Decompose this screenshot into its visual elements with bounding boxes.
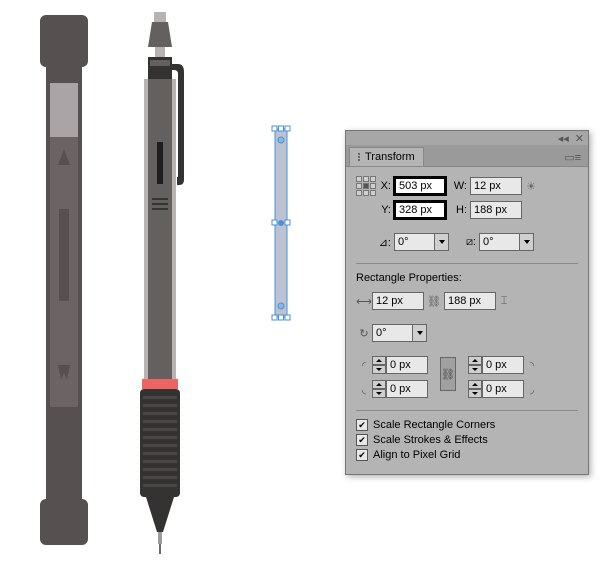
panel-menu-icon[interactable]: ▭≡ xyxy=(561,149,584,166)
width-icon: ⟷ xyxy=(356,295,372,308)
input-corner-bl[interactable] xyxy=(372,380,428,398)
input-shear[interactable] xyxy=(479,233,534,251)
input-x[interactable] xyxy=(394,177,446,195)
input-corner-tr[interactable] xyxy=(468,356,524,374)
corner-br-icon: ◞ xyxy=(524,383,540,396)
link-wh-icon[interactable]: ⛓ xyxy=(424,295,444,308)
chevron-down-icon[interactable] xyxy=(412,324,427,342)
checkbox-scale-strokes[interactable]: ✔Scale Strokes & Effects xyxy=(356,434,578,446)
panel-tabs: Transform ▭≡ xyxy=(346,145,588,167)
reference-point-grid[interactable] xyxy=(356,176,376,196)
close-icon[interactable]: ✕ xyxy=(575,132,584,145)
label-angle: ⊿: xyxy=(356,236,394,249)
corner-tr-icon: ◝ xyxy=(524,359,540,372)
corner-bl-icon: ◟ xyxy=(356,383,372,396)
panel-titlebar: ◂◂ ✕ xyxy=(346,131,588,145)
constrain-icon[interactable]: ☀ xyxy=(522,180,540,193)
corner-tl-icon: ◜ xyxy=(356,359,372,372)
label-h: H: xyxy=(446,204,470,216)
chevron-down-icon[interactable] xyxy=(519,233,534,251)
input-h[interactable] xyxy=(470,201,522,219)
input-w[interactable] xyxy=(470,177,522,195)
pencil-illustration xyxy=(128,12,198,557)
tab-transform[interactable]: Transform xyxy=(349,147,424,166)
input-rect-h[interactable] xyxy=(444,292,496,310)
input-angle[interactable] xyxy=(394,233,449,251)
label-x: X: xyxy=(376,180,394,192)
rotate-icon: ↻ xyxy=(356,327,372,340)
label-shear: ⧄: xyxy=(449,236,479,249)
input-corner-tl[interactable] xyxy=(372,356,428,374)
label-w: W: xyxy=(446,180,470,192)
canvas: ◂◂ ✕ Transform ▭≡ X: W: ☀ Y: xyxy=(0,0,600,576)
input-rect-angle[interactable] xyxy=(372,324,427,342)
selected-shape[interactable] xyxy=(265,120,297,326)
height-icon: ⌶ xyxy=(496,295,512,308)
input-corner-br[interactable] xyxy=(468,380,524,398)
input-rect-w[interactable] xyxy=(372,292,424,310)
collapse-icon[interactable]: ◂◂ xyxy=(558,132,569,145)
chevron-down-icon[interactable] xyxy=(434,233,449,251)
checkbox-scale-corners[interactable]: ✔Scale Rectangle Corners xyxy=(356,419,578,431)
transform-panel: ◂◂ ✕ Transform ▭≡ X: W: ☀ Y: xyxy=(345,130,589,475)
input-y[interactable] xyxy=(394,201,446,219)
section-title: Rectangle Properties: xyxy=(356,272,578,284)
link-corners-icon[interactable]: ⛓ xyxy=(440,357,456,391)
pen-illustration xyxy=(32,15,96,545)
tab-label: Transform xyxy=(365,151,415,163)
checkbox-align-pixel[interactable]: ✔Align to Pixel Grid xyxy=(356,449,578,461)
label-y: Y: xyxy=(376,204,394,216)
